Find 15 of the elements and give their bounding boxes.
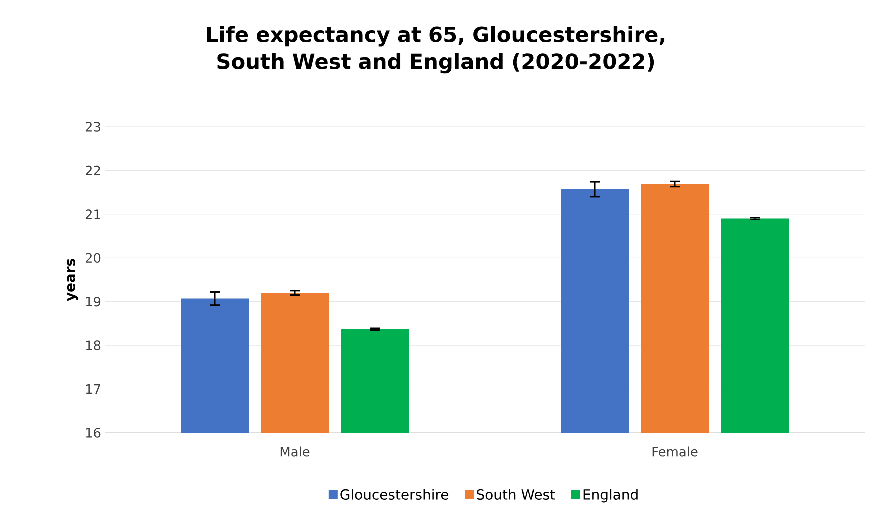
legend-label: Gloucestershire	[340, 489, 449, 500]
y-tick-label: 18	[86, 340, 101, 350]
y-tick-label: 23	[86, 122, 100, 132]
legend-label: South West	[477, 489, 556, 500]
x-tick-label: Male	[280, 446, 310, 457]
y-axis-title: years	[67, 259, 78, 302]
chart-title: Life expectancy at 65, Gloucestershire, South West and England (2020-2022)	[207, 26, 665, 74]
y-tick-label: 16	[86, 428, 101, 438]
y-tick-label: 17	[86, 384, 100, 394]
legend-label: England	[584, 489, 638, 503]
y-tick-label: 20	[86, 253, 101, 264]
x-tick-label: Female	[652, 446, 698, 457]
y-tick-label: 22	[86, 166, 100, 176]
y-tick-label: 21	[86, 210, 100, 220]
y-tick-label: 19	[86, 296, 101, 307]
